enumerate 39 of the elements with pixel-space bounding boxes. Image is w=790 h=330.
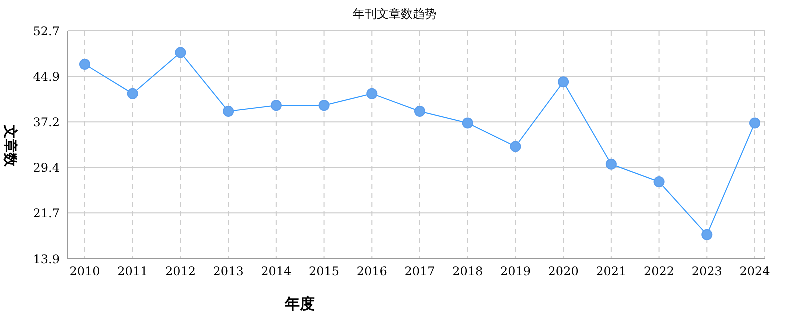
y-tick-label: 44.9 — [33, 70, 60, 84]
point — [654, 176, 665, 188]
x-tick-label: 2024 — [740, 264, 771, 279]
y-tick-label: 13.9 — [33, 252, 60, 266]
point — [414, 106, 426, 118]
x-tick-label: 2017 — [404, 264, 436, 279]
point — [558, 76, 570, 88]
point — [750, 118, 760, 129]
chart-title: 年刊文章数趋势 — [352, 6, 438, 23]
x-tick-label: 2013 — [213, 264, 244, 279]
point — [80, 58, 90, 70]
x-tick-label: 2010 — [70, 264, 100, 279]
point — [223, 106, 234, 118]
x-tick-label: 2012 — [165, 264, 196, 279]
y-tick-label: 29.4 — [33, 161, 60, 176]
x-tick-label: 2023 — [692, 264, 722, 279]
y-axis-title: 文章数 — [1, 124, 19, 169]
x-tick-label: 2016 — [356, 264, 388, 279]
x-tick-label: 2021 — [596, 264, 627, 279]
point — [175, 47, 186, 58]
point — [462, 118, 474, 129]
x-tick-label: 2014 — [261, 264, 292, 279]
x-tick-label: 2022 — [644, 264, 675, 279]
x-tick-label: 2011 — [118, 264, 148, 279]
x-tick-label: 2020 — [548, 264, 579, 279]
y-tick-label: 52.7 — [33, 24, 60, 38]
y-tick-label: 21.7 — [33, 206, 60, 220]
point — [510, 141, 522, 152]
x-tick-label: 2019 — [500, 264, 531, 279]
x-tick-label: 2015 — [309, 264, 340, 279]
point — [127, 88, 138, 100]
x-axis-title: 年度 — [284, 295, 316, 314]
point — [366, 88, 378, 100]
point — [702, 229, 713, 240]
x-tick-label: 2018 — [452, 264, 484, 279]
y-tick-label: 37.2 — [33, 115, 60, 130]
point — [270, 100, 282, 112]
point — [318, 100, 330, 112]
point — [606, 158, 617, 170]
